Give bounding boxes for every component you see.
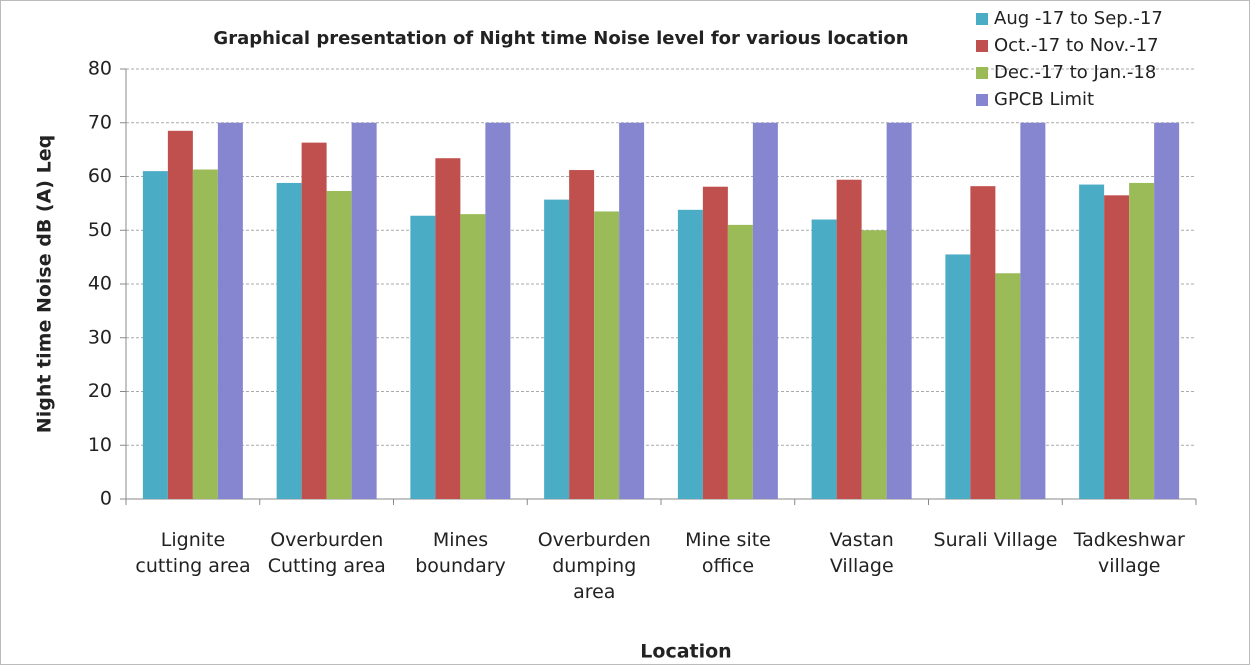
bar: [569, 170, 595, 500]
x-tick-label: Mines boundary: [415, 529, 506, 577]
bar: [1154, 122, 1180, 499]
bar: [167, 130, 193, 499]
bar: [1104, 195, 1130, 499]
y-tick-label: 80: [88, 58, 112, 80]
bar: [1129, 182, 1155, 499]
bar: [410, 215, 436, 500]
legend-swatch: [976, 13, 988, 25]
bar: [276, 182, 302, 499]
bar: [836, 179, 862, 499]
bar: [811, 219, 837, 499]
bar: [945, 254, 971, 499]
bar: [727, 224, 753, 499]
x-axis-label: Location: [640, 641, 731, 663]
bar: [752, 122, 778, 499]
bar: [192, 169, 218, 499]
y-tick-label: 40: [88, 273, 112, 295]
x-tick-label: Vastan Village: [829, 529, 894, 577]
y-tick-label: 10: [88, 434, 112, 456]
x-tick-label: Tadkeshwar village: [1073, 529, 1185, 577]
bar: [351, 122, 377, 499]
y-tick-label: 50: [88, 219, 112, 241]
bar: [861, 230, 887, 499]
x-tick-label: Overburden Cutting area: [267, 529, 386, 577]
legend-swatch: [976, 40, 988, 52]
bar: [301, 142, 327, 499]
bar: [217, 122, 243, 499]
legend-label: Dec.-17 to Jan.-18: [994, 62, 1156, 83]
chart-title: Graphical presentation of Night time Noi…: [213, 28, 908, 49]
y-tick-label: 70: [88, 111, 112, 133]
legend-label: Aug -17 to Sep.-17: [994, 8, 1163, 29]
legend-label: GPCB Limit: [994, 89, 1094, 110]
x-tick-label: Surali Village: [933, 529, 1058, 551]
bar: [435, 158, 461, 499]
x-tick-label: Overburden dumping area: [537, 529, 651, 603]
legend-swatch: [976, 67, 988, 79]
bar: [702, 186, 728, 499]
bar: [460, 214, 486, 499]
bar: [995, 273, 1021, 499]
bar: [1020, 122, 1046, 499]
bar: [142, 171, 168, 499]
y-tick-label: 30: [88, 326, 112, 348]
x-tick-label: Mine site office: [685, 529, 771, 577]
bar: [326, 191, 352, 499]
x-tick-label: Lignite cutting area: [135, 529, 251, 577]
legend-label: Oct.-17 to Nov.-17: [994, 35, 1159, 56]
bar: [886, 122, 912, 499]
y-tick-label: 0: [100, 488, 112, 510]
bar: [1079, 184, 1105, 499]
bar: [485, 122, 511, 499]
legend-swatch: [976, 94, 988, 106]
bar: [970, 186, 996, 500]
bar: [544, 199, 570, 500]
y-tick-label: 60: [88, 165, 112, 187]
y-axis-label: Night time Noise dB (A) Leq: [34, 135, 56, 433]
bar: [677, 209, 703, 499]
bar: [619, 122, 645, 499]
y-tick-label: 20: [88, 380, 112, 402]
bar: [594, 211, 620, 499]
